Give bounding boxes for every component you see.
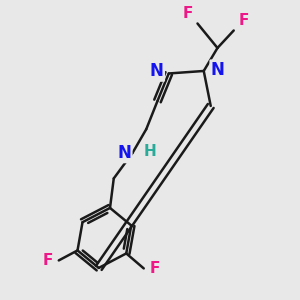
Text: N: N [211, 61, 225, 79]
Text: N: N [150, 62, 164, 80]
Text: N: N [117, 144, 131, 162]
Text: F: F [239, 13, 249, 28]
Text: F: F [43, 253, 53, 268]
Text: F: F [183, 6, 193, 21]
Text: H: H [144, 144, 157, 159]
Text: F: F [149, 261, 160, 276]
